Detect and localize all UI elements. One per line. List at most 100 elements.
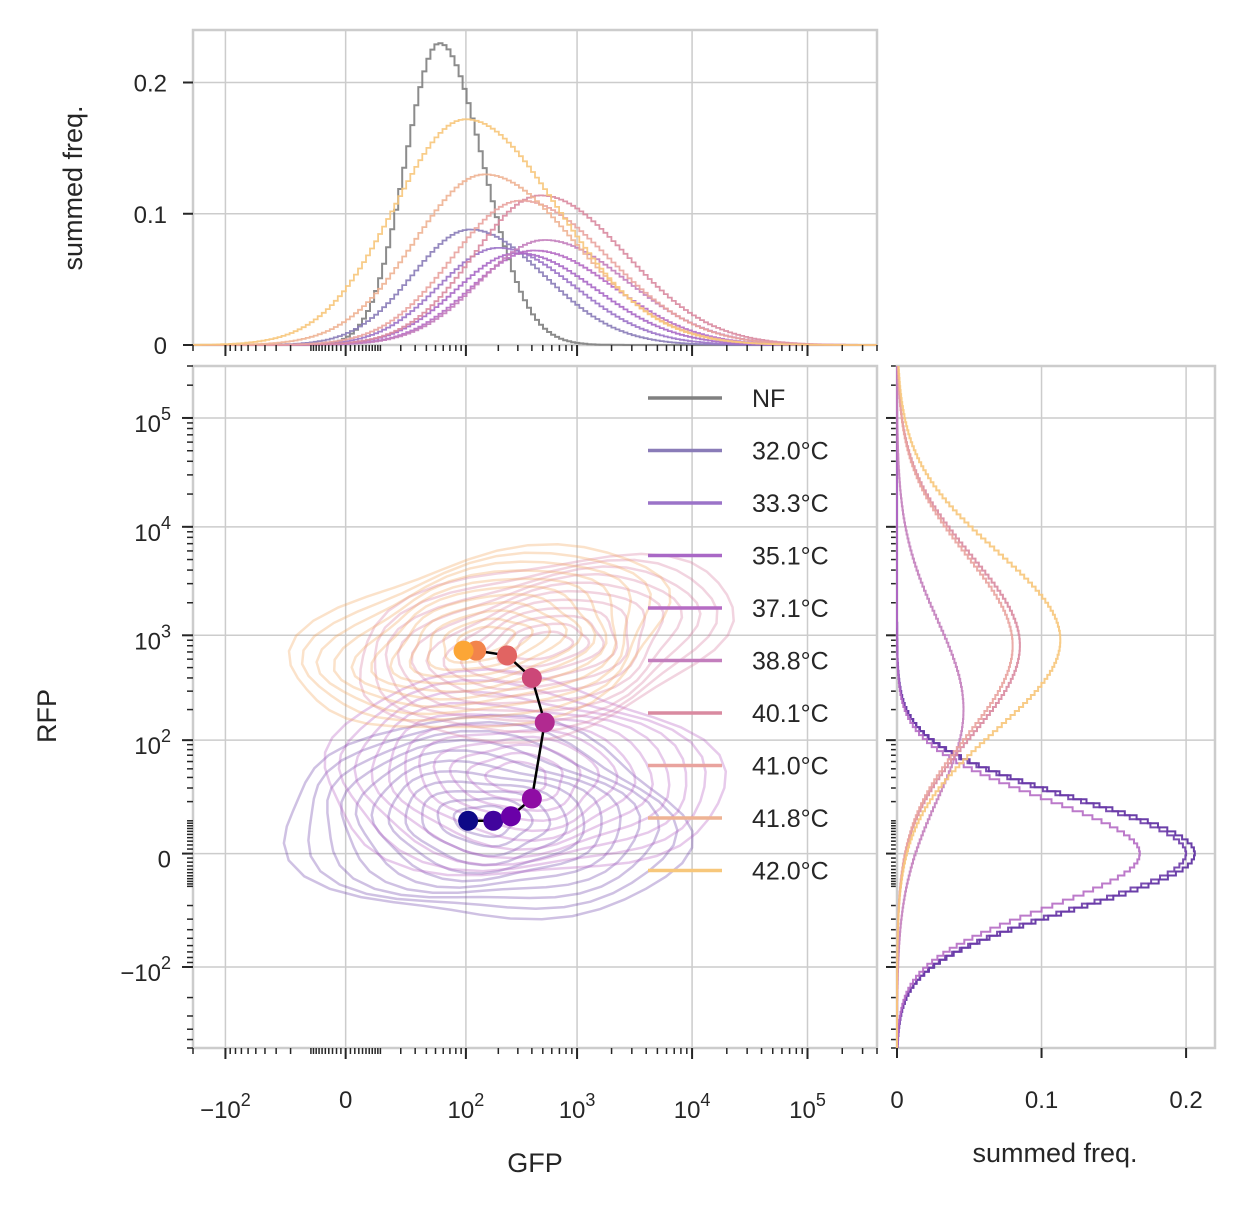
contour-line — [370, 585, 597, 693]
contour-line — [326, 729, 661, 900]
legend-label: NF — [752, 385, 785, 413]
main-xtick-base: 10 — [789, 1097, 816, 1124]
mean-point-3 — [521, 788, 542, 809]
main-ytick-exp: 3 — [161, 621, 171, 641]
contour-line — [315, 560, 633, 716]
top-marginal-panel: 0 0.1 0.2 — [134, 28, 879, 360]
main-xtick-exp: 4 — [700, 1090, 710, 1110]
legend-label: 41.0°C — [752, 753, 829, 781]
contour-line — [452, 804, 517, 839]
mean-point-2 — [500, 806, 521, 827]
mean-point-6 — [497, 645, 518, 666]
main-ytick-exp: 2 — [161, 953, 171, 973]
legend-entry: 35.1°C — [648, 543, 829, 571]
right-marginal-panel: 0 0.1 0.2 — [886, 364, 1217, 1114]
right-xtick-label: 0 — [890, 1087, 903, 1114]
main-xtick-label: 102 — [448, 1090, 485, 1124]
top-ytick-label: 0.1 — [134, 202, 167, 229]
contour-line — [426, 609, 552, 672]
top-panel-frame — [191, 28, 879, 347]
legend-label: 41.8°C — [752, 805, 829, 833]
contour-line — [282, 713, 694, 921]
contour-line — [425, 589, 647, 698]
main-xtick-exp: 3 — [585, 1090, 595, 1110]
contour-line — [287, 542, 672, 729]
main-ytick-label: 102 — [134, 726, 171, 760]
contour-line — [410, 581, 665, 705]
legend-label: 37.1°C — [752, 595, 829, 623]
legend-entry: NF — [648, 385, 785, 413]
top-ytick-label: 0 — [154, 333, 167, 360]
legend-entry: 41.0°C — [648, 753, 829, 781]
contour-line — [340, 738, 642, 894]
contour-line — [384, 565, 702, 723]
legend-label: 33.3°C — [752, 490, 829, 518]
contour-line — [404, 780, 569, 867]
main-xtick-exp: 2 — [241, 1090, 251, 1110]
main-ylabel: RFP — [32, 689, 62, 743]
main-ytick-base: 10 — [134, 411, 161, 438]
main-ytick-base: 0 — [158, 847, 171, 874]
contour-line — [436, 797, 534, 848]
top-ylabel: summed freq. — [58, 105, 88, 270]
contour-line — [420, 789, 552, 858]
contour-line — [353, 689, 688, 867]
main-ytick-exp: 2 — [161, 726, 171, 746]
mean-point-8 — [453, 640, 474, 661]
contour-line — [408, 601, 568, 678]
legend-label: 40.1°C — [752, 700, 829, 728]
contour-line — [350, 577, 608, 701]
right-hist-388C — [896, 366, 965, 1048]
main-xtick-base: 10 — [448, 1097, 475, 1124]
mean-point-0 — [458, 810, 479, 831]
main-ytick-exp: 4 — [161, 513, 171, 533]
contour-line — [358, 552, 735, 744]
contour-line — [442, 598, 630, 691]
legend-label: 35.1°C — [752, 543, 829, 571]
contour-line — [396, 572, 684, 713]
main-xtick-base: −10 — [200, 1097, 241, 1124]
main-ytick-label: 105 — [134, 404, 171, 438]
contour-line — [459, 606, 618, 684]
contour-group — [282, 542, 735, 921]
contour-line — [448, 743, 582, 813]
main-ytick-base: 10 — [134, 628, 161, 655]
main-xtick-label: 103 — [559, 1090, 596, 1124]
main-ytick-exp: 5 — [161, 404, 171, 424]
contour-line — [373, 558, 719, 734]
right-xtick-label: 0.1 — [1025, 1087, 1058, 1114]
right-panel-frame — [895, 364, 1217, 1050]
mean-point-1 — [483, 810, 504, 831]
main-ytick-base: −10 — [120, 960, 161, 987]
legend-entry: 42.0°C — [648, 858, 829, 886]
main-xtick-label: 104 — [674, 1090, 711, 1124]
contour-line — [466, 751, 564, 803]
main-xtick-base: 0 — [339, 1087, 352, 1114]
main-ytick-label: 103 — [134, 621, 171, 655]
contour-line — [404, 722, 637, 842]
legend-entry: 32.0°C — [648, 438, 829, 466]
contour-line — [307, 720, 679, 910]
right-hist-371C — [896, 366, 1141, 1048]
contour-line — [332, 569, 618, 709]
contour-line — [418, 728, 619, 833]
contour-line — [370, 701, 671, 860]
main-xtick-base: 10 — [674, 1097, 701, 1124]
main-xtick-base: 10 — [559, 1097, 586, 1124]
legend: NF 32.0°C 33.3°C 35.1°C 37.1°C 38.8°C 40.1°C 41… — [648, 385, 829, 886]
legend-entry: 41.8°C — [648, 805, 829, 833]
contour-line — [389, 592, 584, 686]
contour-line — [337, 679, 707, 873]
legend-entry: 38.8°C — [648, 648, 829, 676]
legend-label: 38.8°C — [752, 648, 829, 676]
legend-label: 42.0°C — [752, 858, 829, 886]
main-ytick-label: 0 — [158, 847, 171, 874]
top-ytick-label: 0.2 — [134, 71, 167, 98]
right-hist-420C — [896, 366, 1062, 1048]
main-ytick-label: 104 — [134, 513, 171, 547]
contour-line — [432, 735, 601, 823]
main-xtick-exp: 2 — [474, 1090, 484, 1110]
main-ytick-base: 10 — [134, 520, 161, 547]
